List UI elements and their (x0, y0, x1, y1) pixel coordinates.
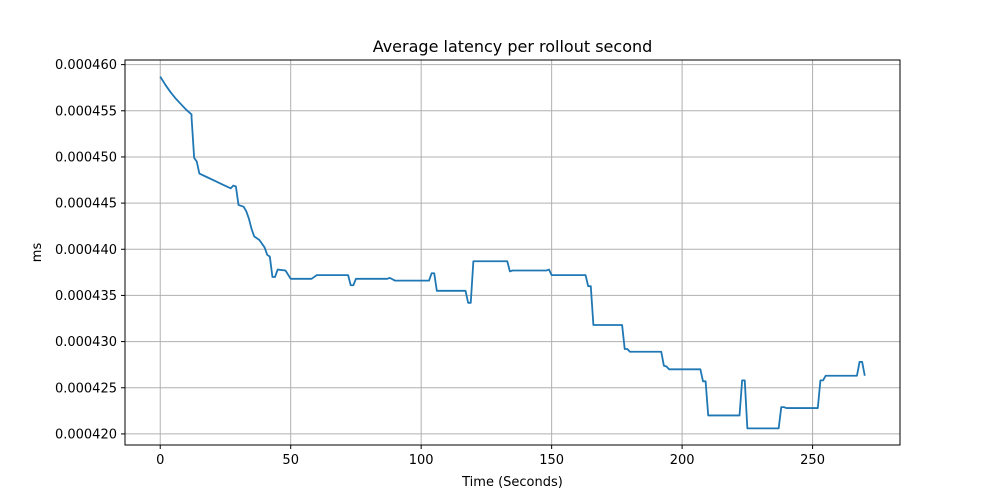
y-axis-title: ms (30, 243, 45, 263)
plot-frame (124, 59, 901, 446)
y-tick-label: 0.000455 (55, 104, 117, 119)
x-axis-ticks: 0 50 100 150 200 250 (156, 445, 825, 468)
y-axis-ticks: 0.000420 0.000425 0.000430 0.000435 0.000440… (55, 58, 125, 442)
x-tick-label: 50 (282, 453, 299, 468)
x-tick-label: 100 (409, 453, 434, 468)
y-tick-label: 0.000440 (55, 243, 117, 258)
x-tick-label: 200 (670, 453, 695, 468)
y-tick-label: 0.000425 (55, 381, 117, 396)
x-tick-label: 150 (539, 453, 564, 468)
y-tick-label: 0.000430 (55, 335, 117, 350)
y-tick-label: 0.000450 (55, 150, 117, 165)
chart-title: Average latency per rollout second (373, 37, 653, 56)
gridlines (125, 60, 900, 445)
x-tick-label: 250 (800, 453, 825, 468)
y-tick-label: 0.000460 (55, 58, 117, 73)
series-layer (159, 76, 866, 430)
y-tick-label: 0.000445 (55, 197, 117, 212)
latency-series-line (159, 76, 866, 430)
x-axis-title: Time (Seconds) (461, 475, 563, 490)
y-tick-label: 0.000420 (55, 427, 117, 442)
y-tick-label: 0.000435 (55, 289, 117, 304)
x-tick-label: 0 (156, 453, 164, 468)
